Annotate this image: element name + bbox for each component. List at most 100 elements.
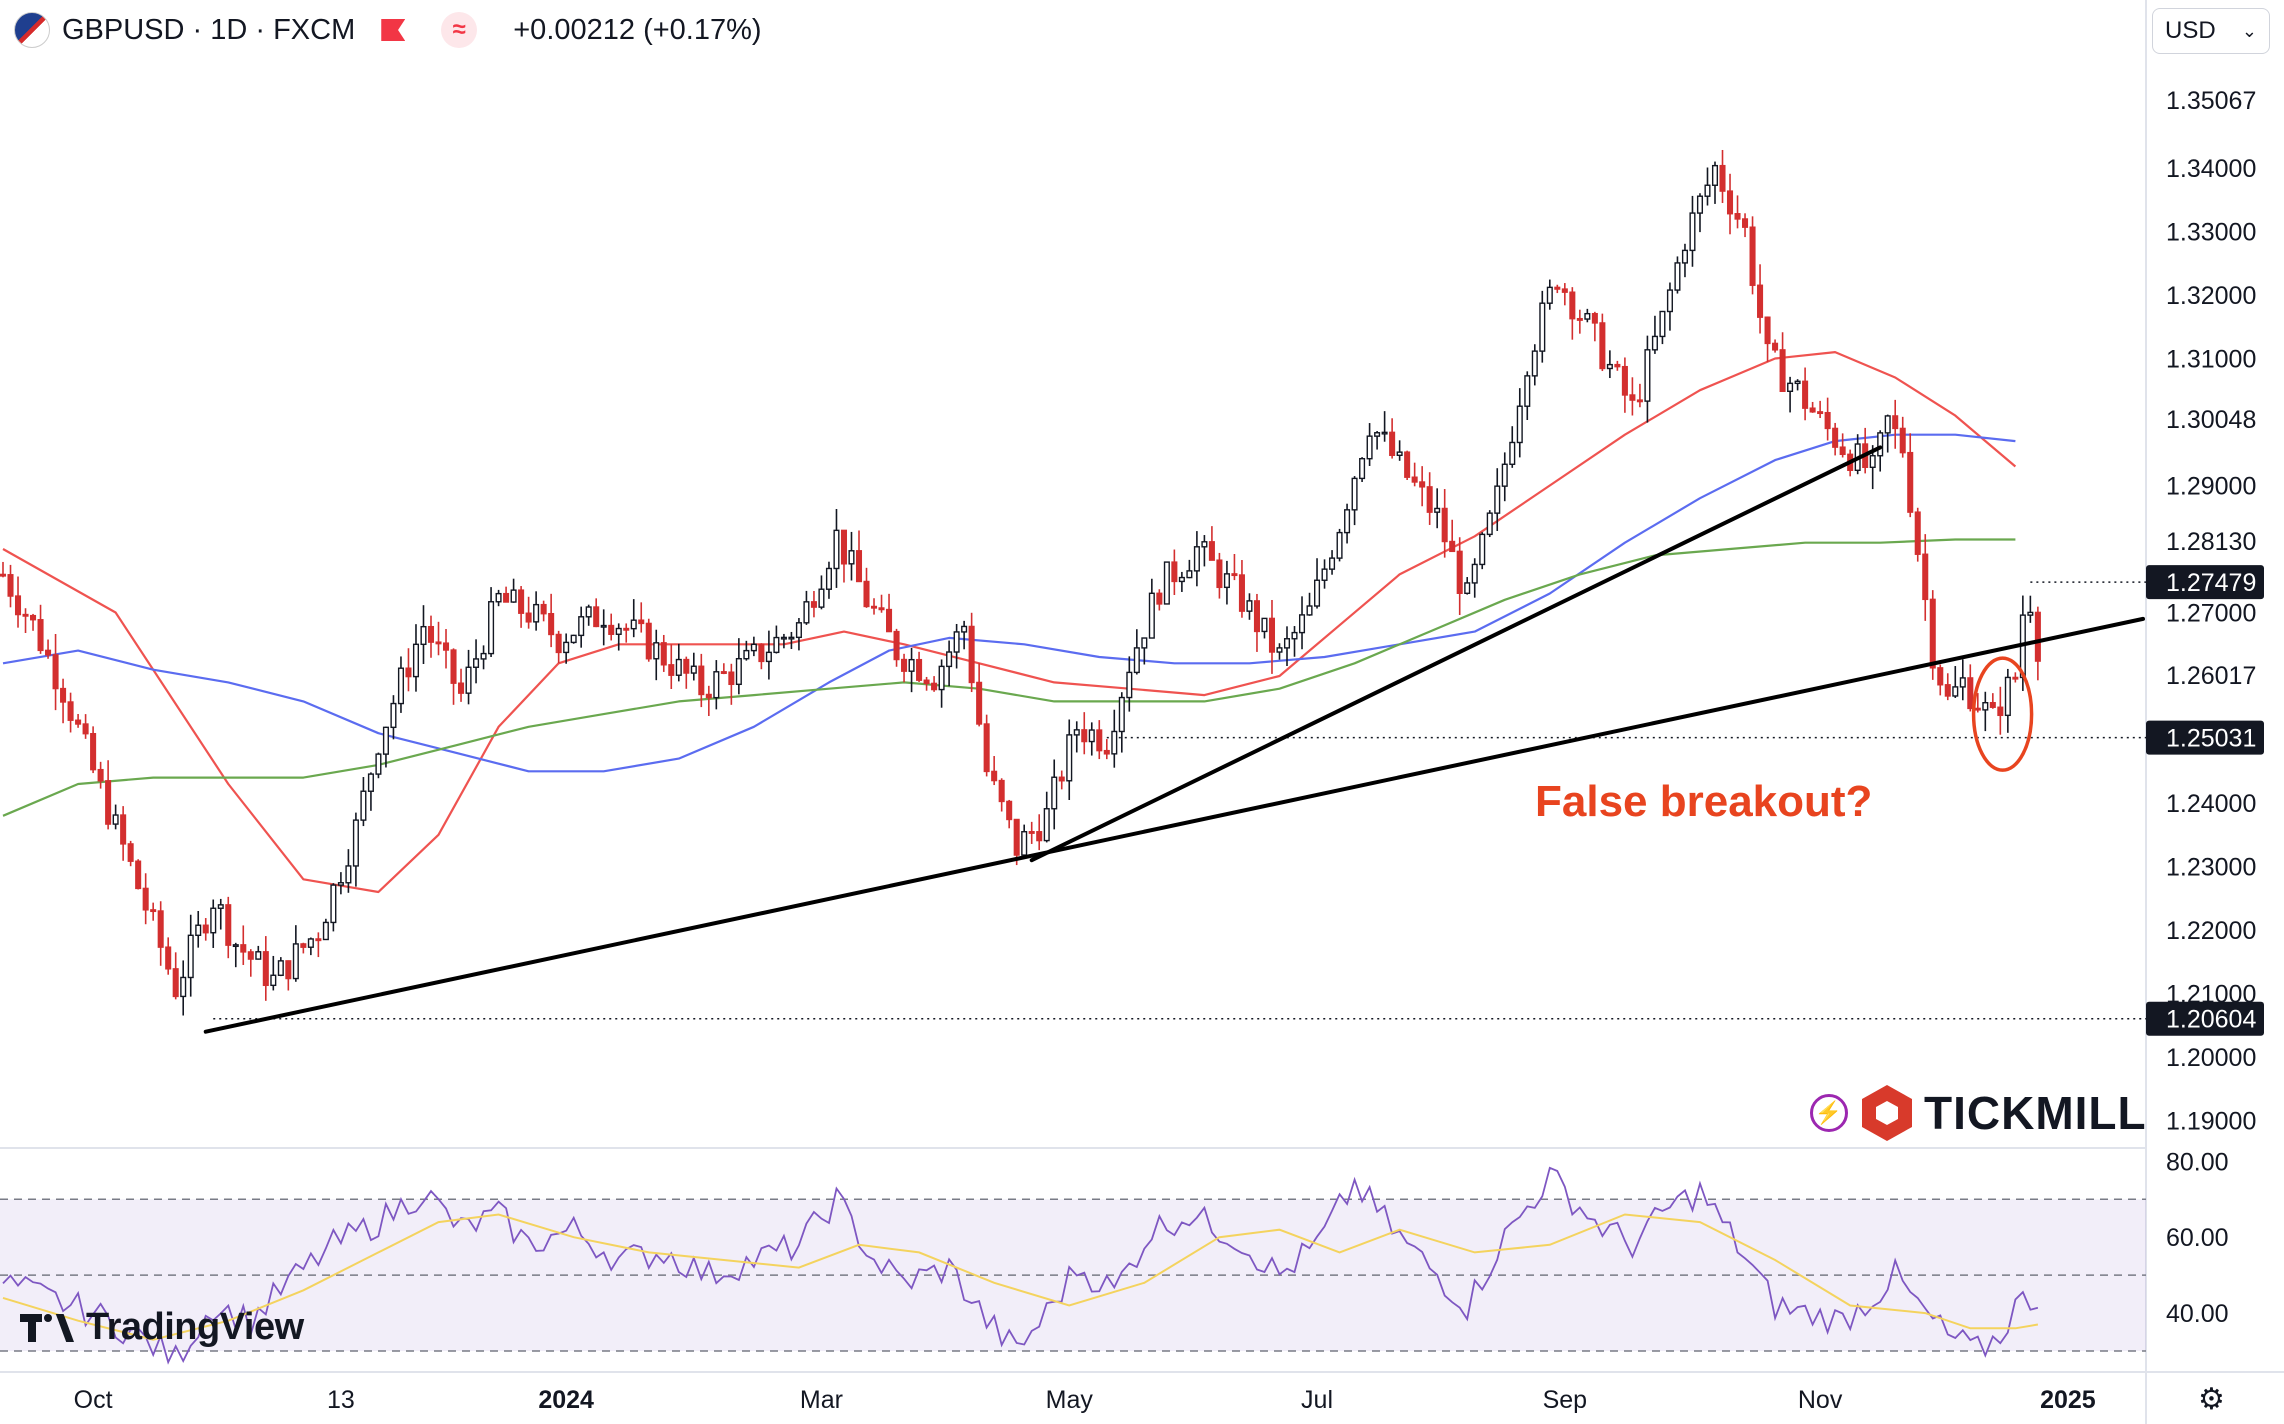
candle-body	[1464, 582, 1471, 595]
candle	[390, 695, 397, 740]
candle	[180, 960, 187, 1016]
candle-body	[1839, 446, 1846, 456]
candle-body	[480, 652, 487, 660]
indicator-icon[interactable]: ≈	[441, 12, 478, 48]
candle	[1366, 423, 1373, 466]
rsi-ma-line	[2, 1213, 2039, 1341]
trendline-2[interactable]	[1029, 445, 1883, 863]
candle	[195, 911, 202, 948]
candle	[743, 640, 750, 661]
candle-body	[2027, 611, 2034, 616]
candle	[1719, 149, 1726, 204]
candle-body	[1449, 540, 1456, 553]
flag-icon[interactable]	[381, 19, 406, 41]
currency-selector[interactable]: USD ⌄	[2152, 8, 2270, 54]
candle	[277, 957, 284, 977]
candle-body	[1186, 570, 1193, 579]
candle	[623, 623, 630, 643]
candle-body	[330, 884, 337, 924]
lightning-icon[interactable]: ⚡	[1810, 1094, 1848, 1132]
candle-body	[946, 651, 953, 668]
candle-body	[645, 622, 652, 660]
candle	[1862, 427, 1869, 474]
candle	[375, 752, 382, 779]
candle	[1073, 721, 1080, 753]
candle-body	[1516, 405, 1523, 444]
candle	[1126, 656, 1133, 712]
candle-body	[1892, 415, 1899, 430]
candle	[1884, 414, 1891, 453]
candle-body	[0, 573, 7, 577]
candle-body	[1208, 541, 1215, 561]
candle-body	[953, 631, 960, 653]
candle	[488, 587, 495, 658]
candle-body	[60, 687, 67, 703]
candle-body	[1178, 576, 1185, 583]
candle-body	[450, 649, 457, 684]
trendline-1[interactable]	[203, 616, 2145, 1034]
candle	[728, 663, 735, 705]
candle	[473, 639, 480, 684]
tradingview-logo[interactable]: TradingView	[20, 1302, 304, 1352]
candle-body	[345, 865, 352, 884]
candle	[690, 652, 697, 681]
candle	[720, 663, 727, 675]
candle-body	[1681, 249, 1688, 264]
time-tick-label: May	[1046, 1386, 1094, 1414]
price-tick-label: 1.26017	[2166, 662, 2256, 690]
price-label-text: 1.20604	[2166, 1006, 2256, 1034]
candle	[1336, 528, 1343, 562]
candle	[1621, 357, 1628, 413]
candle	[1043, 791, 1050, 843]
candle-body	[743, 649, 750, 660]
candle	[1937, 664, 1944, 696]
price-change: +0.00212 (+0.17%)	[513, 13, 762, 46]
candle	[1261, 617, 1268, 639]
candle	[337, 872, 344, 895]
candle	[1944, 673, 1951, 701]
tickmill-logo: ⚡ TICKMILL	[1810, 1080, 2147, 1146]
candle-body	[1982, 702, 1989, 711]
candle	[1246, 593, 1253, 620]
candle	[1584, 308, 1591, 323]
candle	[458, 668, 465, 702]
candle-body	[870, 605, 878, 609]
candle-body	[810, 601, 817, 608]
candle-body	[82, 723, 89, 735]
candle	[1178, 571, 1185, 592]
candle	[1321, 559, 1328, 589]
candle	[1096, 720, 1103, 760]
candle-body	[1636, 399, 1643, 403]
candle-body	[412, 643, 420, 678]
candle-body	[983, 723, 990, 773]
candle	[165, 937, 172, 975]
candle	[503, 586, 510, 603]
candle-body	[1126, 671, 1133, 699]
settings-gear-icon[interactable]: ⚙	[2198, 1383, 2225, 1416]
candle-body	[1051, 776, 1058, 810]
price-tick-label: 1.30048	[2166, 406, 2256, 434]
candle	[608, 613, 615, 641]
candle-body	[1389, 431, 1396, 456]
candle	[1839, 433, 1846, 458]
candle-body	[1366, 435, 1373, 460]
candle-body	[968, 625, 975, 684]
candle	[1704, 167, 1711, 206]
candle	[848, 531, 855, 581]
candle-body	[1434, 507, 1441, 513]
candle	[1441, 489, 1448, 558]
candle	[1156, 589, 1163, 611]
candle-body	[1261, 617, 1268, 633]
candle	[1028, 821, 1035, 844]
candle-body	[1997, 706, 2004, 717]
candle-body	[1238, 574, 1245, 612]
candle-body	[1546, 286, 1553, 304]
symbol-title[interactable]: GBPUSD · 1D · FXCM	[62, 13, 356, 46]
candle	[1058, 770, 1065, 790]
candle	[90, 726, 97, 774]
candle	[187, 914, 194, 997]
candle	[1314, 558, 1321, 609]
candle-body	[668, 664, 675, 676]
candle	[262, 936, 269, 1001]
